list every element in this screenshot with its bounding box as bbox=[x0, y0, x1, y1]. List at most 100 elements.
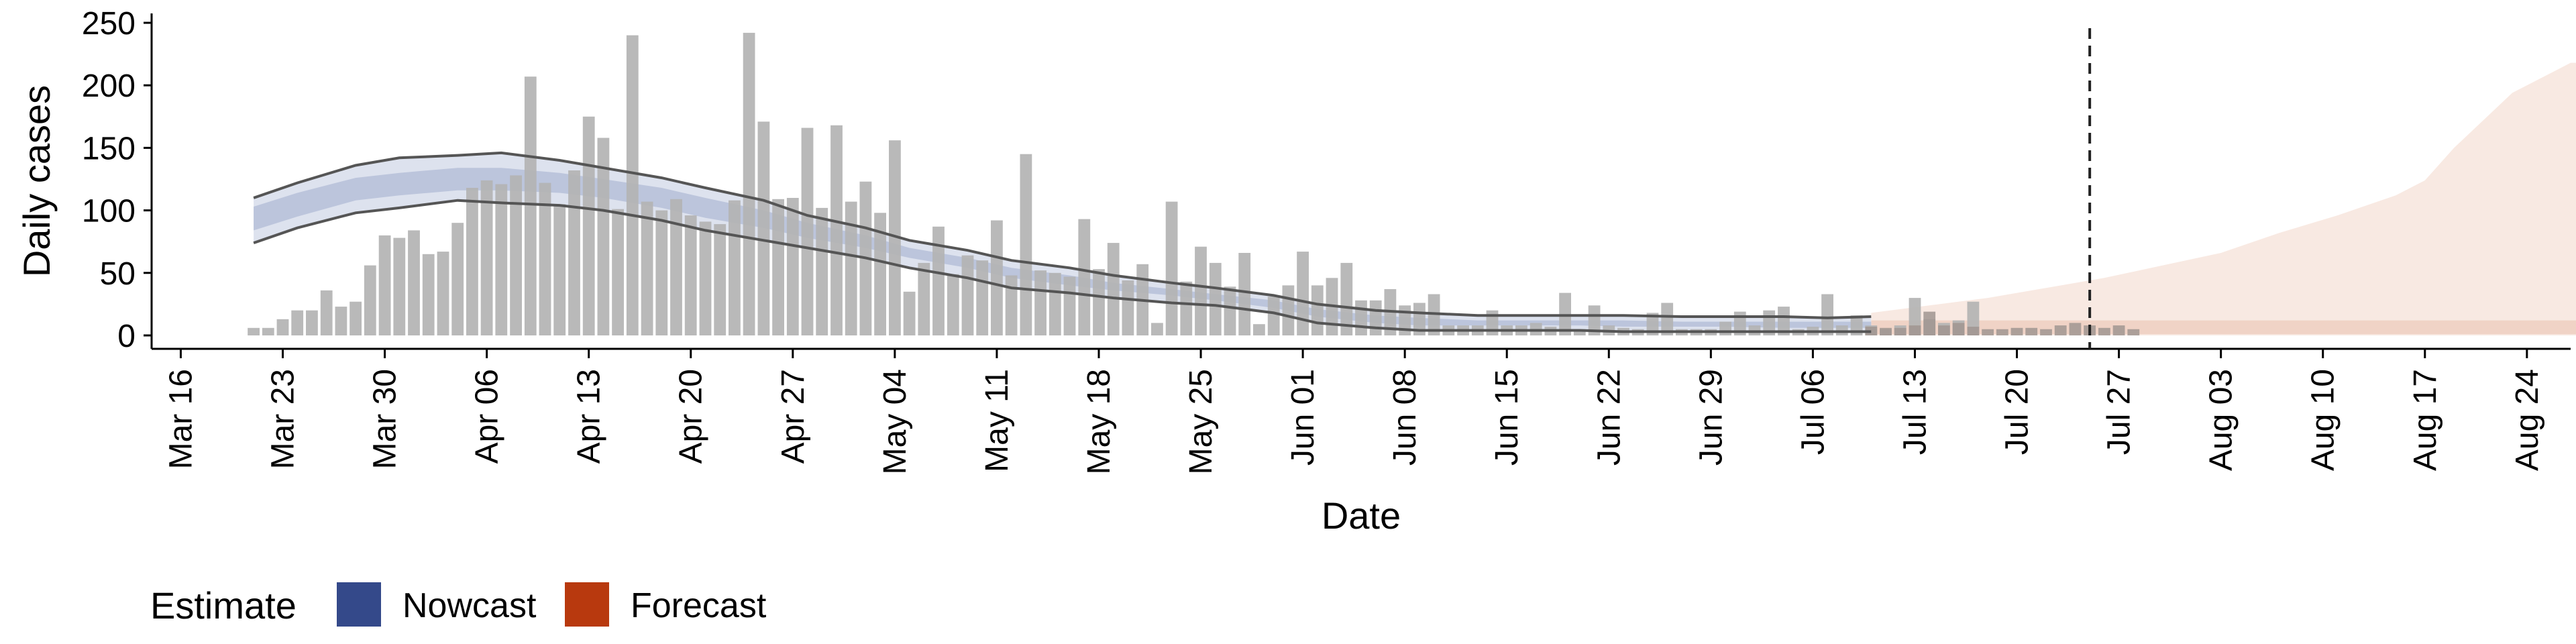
bar-observed bbox=[1646, 313, 1659, 335]
bar-forecast-period bbox=[1982, 329, 1994, 335]
bar-observed bbox=[335, 307, 347, 335]
bar-observed bbox=[670, 199, 682, 335]
x-tick-label: Jun 08 bbox=[1387, 369, 1423, 466]
x-tick-label: May 18 bbox=[1081, 369, 1117, 474]
y-tick-label: 50 bbox=[100, 256, 136, 292]
bar-observed bbox=[350, 301, 362, 335]
bounds-layer bbox=[253, 151, 1872, 333]
bar-observed bbox=[743, 32, 755, 336]
bar-observed bbox=[874, 213, 886, 335]
bar-observed bbox=[480, 180, 493, 335]
x-tick-label: Mar 16 bbox=[163, 369, 199, 469]
x-tick-label: Mar 23 bbox=[266, 369, 301, 469]
x-tick-label: Apr 13 bbox=[572, 369, 607, 464]
legend-label-forecast: Forecast bbox=[631, 586, 767, 625]
bar-observed bbox=[786, 198, 799, 335]
x-tick-label: Aug 17 bbox=[2408, 369, 2443, 471]
x-tick-label: Apr 06 bbox=[470, 369, 505, 464]
bar-observed bbox=[714, 224, 727, 335]
bar-observed bbox=[1165, 201, 1178, 335]
bar-observed bbox=[1078, 219, 1091, 335]
nowcast-upper-line bbox=[253, 151, 1872, 319]
bar-observed bbox=[393, 237, 406, 335]
bar-observed bbox=[1821, 294, 1833, 335]
bar-observed bbox=[684, 215, 697, 335]
bar-observed bbox=[1588, 305, 1601, 335]
bar-observed bbox=[1661, 303, 1674, 335]
y-ticks: 0 50 100 150 200 250 bbox=[82, 6, 152, 354]
bar-forecast-period bbox=[2127, 329, 2140, 335]
y-tick-label: 150 bbox=[82, 131, 136, 166]
bar-observed bbox=[729, 200, 741, 335]
bar-forecast-period bbox=[1880, 327, 1892, 335]
bar-observed bbox=[1020, 154, 1032, 335]
x-tick-label: Aug 10 bbox=[2306, 369, 2341, 471]
x-tick-label: Aug 03 bbox=[2204, 369, 2239, 471]
bar-observed bbox=[1063, 276, 1076, 335]
x-tick-label: Jul 20 bbox=[2000, 369, 2035, 455]
bar-observed bbox=[276, 319, 289, 335]
bar-forecast-period bbox=[2069, 323, 2082, 335]
bar-observed bbox=[961, 255, 974, 335]
bar-observed bbox=[451, 223, 464, 335]
bar-forecast-period bbox=[2025, 327, 2038, 335]
bar-observed bbox=[1282, 285, 1295, 335]
x-tick-label: Aug 24 bbox=[2510, 369, 2545, 471]
bar-observed bbox=[641, 201, 653, 335]
x-tick-label: Mar 30 bbox=[368, 369, 403, 469]
bar-forecast-period bbox=[2040, 329, 2052, 335]
bar-observed bbox=[1267, 297, 1280, 335]
bar-observed bbox=[510, 175, 522, 335]
x-tick-label: Jun 29 bbox=[1693, 369, 1729, 466]
bar-observed bbox=[597, 138, 610, 335]
bar-observed bbox=[1180, 281, 1193, 335]
bar-forecast-period bbox=[2112, 325, 2125, 335]
bar-observed bbox=[801, 127, 814, 335]
bar-observed bbox=[757, 121, 770, 336]
y-tick-label: 0 bbox=[117, 319, 136, 354]
bar-observed bbox=[553, 204, 566, 335]
bar-forecast-period bbox=[1952, 323, 1965, 335]
legend-title: Estimate bbox=[150, 584, 297, 627]
bar-forecast-period bbox=[1967, 327, 1980, 335]
x-tick-label: Jun 22 bbox=[1591, 369, 1627, 466]
forecast-band-90 bbox=[1871, 62, 2576, 335]
x-tick-label: Jul 06 bbox=[1795, 369, 1831, 455]
x-tick-label: Apr 27 bbox=[775, 369, 811, 464]
y-tick-label: 200 bbox=[82, 68, 136, 104]
x-ticks: Mar 16 Mar 23 Mar 30 Apr 06 Apr 13 Apr 20 Apr … bbox=[163, 349, 2545, 474]
axes-layer bbox=[150, 13, 2571, 350]
bar-observed bbox=[248, 327, 260, 335]
nowcast-lower-line bbox=[253, 199, 1872, 333]
bar-observed bbox=[1151, 323, 1163, 335]
bar-observed bbox=[932, 226, 945, 335]
bar-observed bbox=[1778, 307, 1790, 335]
bar-observed bbox=[1311, 285, 1324, 335]
bar-observed bbox=[991, 220, 1003, 335]
bar-observed bbox=[655, 210, 668, 335]
bar-observed bbox=[1049, 272, 1061, 335]
bar-forecast-period bbox=[1923, 311, 1936, 335]
bar-observed bbox=[466, 188, 478, 335]
y-tick-label: 250 bbox=[82, 6, 136, 42]
bar-observed bbox=[816, 207, 828, 335]
bar-observed bbox=[830, 125, 843, 336]
bar-observed bbox=[291, 310, 304, 335]
bar-observed bbox=[1034, 270, 1046, 335]
x-tick-label: May 25 bbox=[1183, 369, 1219, 474]
bar-forecast-period bbox=[1894, 327, 1907, 335]
x-tick-label: Jun 15 bbox=[1489, 369, 1525, 466]
bar-observed bbox=[582, 116, 595, 336]
bar-forecast-period bbox=[1909, 325, 1921, 335]
x-tick-label: Jul 27 bbox=[2102, 369, 2137, 455]
legend-swatch-nowcast bbox=[337, 582, 381, 627]
bar-observed bbox=[1413, 303, 1426, 335]
legend-label-nowcast: Nowcast bbox=[402, 586, 537, 625]
bar-observed bbox=[1209, 262, 1222, 335]
bar-forecast-period bbox=[1938, 325, 1950, 335]
bar-observed bbox=[1355, 300, 1367, 335]
bar-observed bbox=[976, 260, 989, 335]
bar-observed bbox=[772, 199, 784, 335]
bar-observed bbox=[524, 76, 537, 335]
